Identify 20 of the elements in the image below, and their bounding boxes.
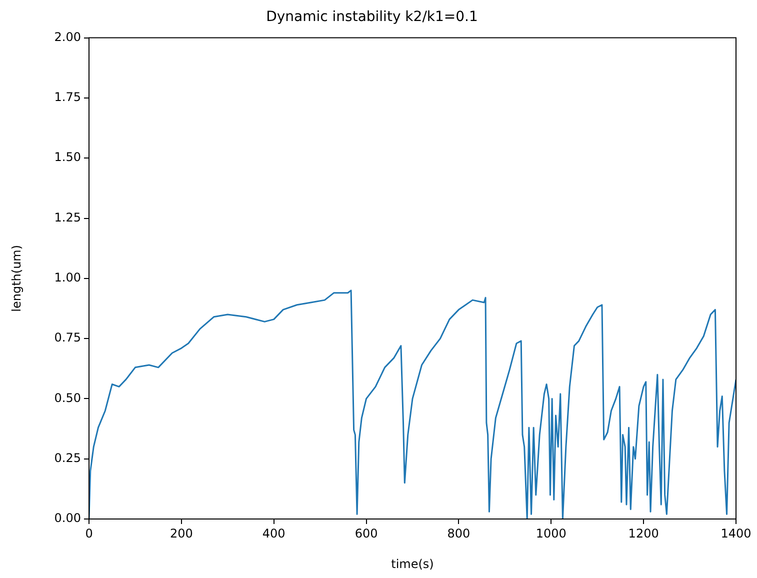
x-tick-label: 800 — [447, 526, 470, 540]
y-axis-title: length(um) — [9, 244, 24, 312]
y-tick-label: 0.75 — [54, 330, 81, 345]
chart-title: Dynamic instability k2/k1=0.1 — [266, 9, 478, 26]
x-tick-label: 400 — [262, 526, 286, 540]
y-tick-label: 0.50 — [54, 390, 81, 405]
y-tick-label: 0.25 — [54, 450, 81, 465]
y-tick-label: 1.00 — [54, 270, 81, 285]
x-tick-label: 1400 — [720, 526, 752, 540]
x-tick-label: 1000 — [536, 526, 566, 540]
y-tick-label: 1.50 — [54, 150, 81, 164]
y-tick-label: 1.25 — [54, 210, 81, 224]
x-tick-label: 600 — [354, 526, 378, 540]
y-tick-label: 0.00 — [54, 511, 81, 526]
y-tick-label: 1.75 — [54, 90, 81, 104]
x-axis-title: time(s) — [391, 556, 434, 571]
x-tick-label: 0 — [85, 526, 93, 540]
x-tick-label: 1200 — [628, 526, 659, 540]
x-tick-label: 200 — [170, 526, 193, 540]
y-tick-label: 2.00 — [54, 30, 81, 44]
